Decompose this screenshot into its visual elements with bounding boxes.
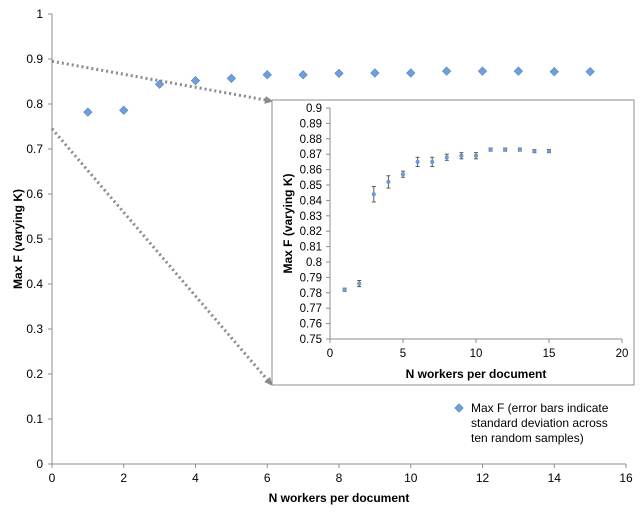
inset-y-tick-label: 0.88	[300, 134, 322, 146]
main-y-tick-label: 0	[36, 457, 43, 471]
inset-data-point	[532, 149, 537, 154]
inset-y-tick-label: 0.79	[300, 272, 322, 284]
inset-y-tick-label: 0.89	[300, 118, 322, 130]
inset-data-point	[488, 147, 493, 152]
main-y-tick-label: 0.9	[26, 52, 43, 66]
main-x-tick-label: 16	[619, 471, 633, 485]
inset-data-point	[430, 159, 435, 164]
main-x-tick-label: 8	[336, 471, 343, 485]
inset-x-tick-label: 0	[327, 348, 333, 360]
main-data-point	[262, 70, 272, 80]
inset-data-point	[444, 155, 449, 160]
inset-y-tick-label: 0.87	[300, 149, 322, 161]
main-x-tick-label: 12	[476, 471, 490, 485]
inset-data-point	[546, 149, 552, 154]
inset-x-tick-label: 10	[470, 348, 483, 360]
inset-data-point	[503, 147, 508, 152]
inset-y-tick-label: 0.78	[300, 288, 322, 300]
inset-y-tick-label: 0.77	[300, 303, 322, 315]
inset-y-tick-label: 0.83	[300, 211, 322, 223]
main-data-point	[477, 66, 488, 76]
inset-data-point	[386, 179, 391, 184]
main-x-axis-title: N workers per document	[269, 491, 410, 505]
inset-y-tick-label: 0.84	[300, 195, 323, 207]
inset-plot: 0.75 0.76 0.77 0.78 0.79 0.8 0.81 0.82 0.83 0.84 0…	[271, 99, 635, 386]
inset-data-point	[357, 281, 362, 286]
main-x-tick-label: 6	[264, 471, 271, 485]
main-data-point	[513, 66, 523, 76]
inset-y-tick-label: 0.75	[300, 334, 322, 346]
main-y-tick-label: 0.8	[26, 97, 43, 111]
inset-y-tick-label: 0.8	[306, 257, 322, 269]
main-data-point	[119, 105, 129, 115]
inset-y-tick-label: 0.85	[300, 180, 322, 192]
main-x-tick-label: 2	[120, 471, 127, 485]
main-y-tick-label: 1	[36, 7, 43, 21]
main-data-point	[334, 68, 344, 79]
legend-marker	[454, 403, 464, 413]
inset-y-tick-label: 0.76	[300, 319, 322, 331]
inset-y-tick-label: 0.82	[300, 226, 322, 238]
inset-y-tick-label: 0.86	[300, 165, 322, 177]
inset-x-axis-title: N workers per document	[406, 367, 547, 381]
main-y-tick-label: 0.7	[26, 142, 43, 156]
inset-x-tick-label: 20	[616, 348, 629, 360]
legend-label-line: standard deviation across	[471, 416, 608, 430]
inset-data-point	[342, 287, 347, 292]
main-data-point	[155, 79, 165, 89]
inset-data-point	[371, 192, 376, 197]
main-y-tick-label: 0.4	[26, 277, 43, 291]
inset-frame	[271, 99, 635, 386]
main-data-point	[83, 107, 93, 117]
main-y-tick-label: 0.2	[26, 367, 43, 381]
inset-data-point	[400, 172, 406, 177]
main-plot: 00.10.20.30.40.50.60.70.80.910 2 4 6 8 10 12 14…	[11, 7, 633, 505]
main-x-tick-label: 10	[404, 471, 418, 485]
main-data-point	[549, 66, 559, 77]
main-x-tick-label: 14	[548, 471, 562, 485]
main-data-point	[585, 66, 595, 77]
main-x-tick-label: 0	[49, 471, 56, 485]
inset-data-point	[415, 159, 420, 164]
main-data-point	[370, 68, 380, 78]
main-data-point	[298, 70, 308, 80]
inset-data-point	[459, 153, 464, 158]
inset-data-point	[473, 153, 479, 158]
main-data-point	[190, 75, 201, 86]
main-y-tick-label: 0.3	[26, 322, 43, 336]
zoom-connector-bottom	[50, 127, 273, 386]
inset-x-tick-label: 5	[400, 348, 406, 360]
inset-y-axis-title: Max F (varying K)	[281, 173, 295, 273]
inset-x-tick-label: 15	[543, 348, 556, 360]
zoom-connector-lines	[50, 59, 273, 386]
inset-y-tick-label: 0.9	[306, 103, 322, 115]
main-data-point	[442, 66, 452, 76]
main-data-point	[406, 68, 416, 78]
zoom-connector-top	[51, 59, 273, 104]
inset-data-point	[517, 147, 522, 152]
main-y-tick-label: 0.6	[26, 187, 43, 201]
main-data-point	[226, 73, 236, 83]
inset-y-tick-label: 0.81	[300, 242, 322, 254]
main-y-axis-title: Max F (varying K)	[11, 189, 25, 289]
main-x-tick-label: 4	[192, 471, 199, 485]
legend-label-line: ten random samples)	[471, 431, 584, 445]
main-y-tick-label: 0.5	[26, 232, 43, 246]
legend-label-line: Max F (error bars indicate	[471, 401, 609, 415]
main-y-tick-label: 0.1	[26, 412, 43, 426]
